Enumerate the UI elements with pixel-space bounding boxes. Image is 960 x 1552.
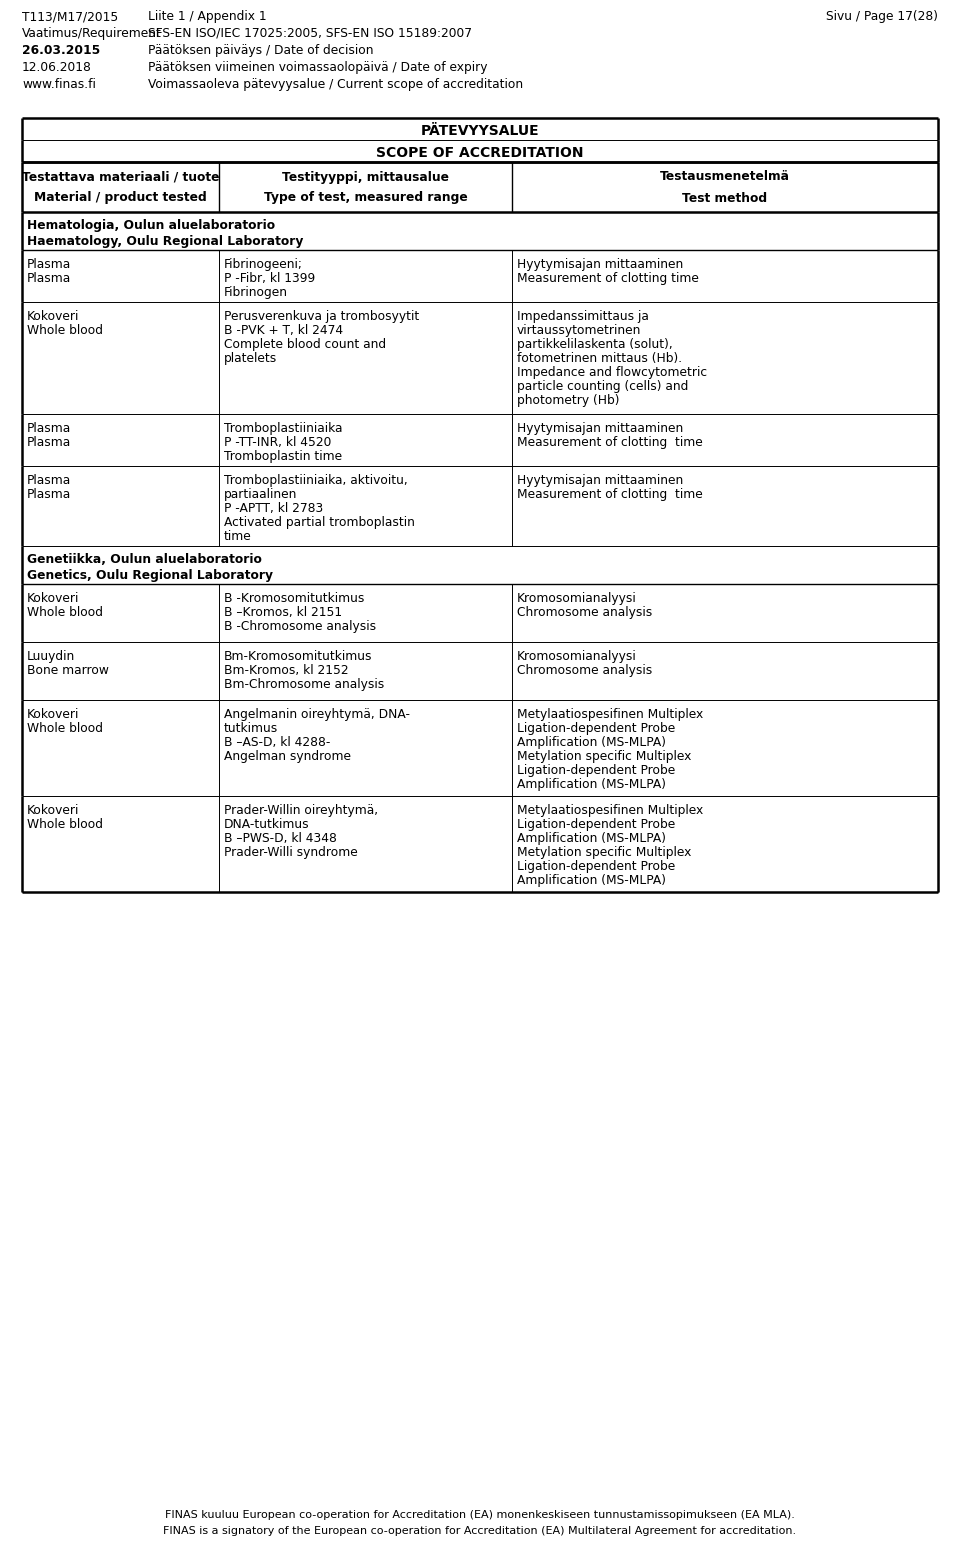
Text: P -APTT, kl 2783: P -APTT, kl 2783 <box>224 501 324 515</box>
Text: P -Fibr, kl 1399: P -Fibr, kl 1399 <box>224 272 315 286</box>
Text: Haematology, Oulu Regional Laboratory: Haematology, Oulu Regional Laboratory <box>27 234 303 248</box>
Text: Plasma: Plasma <box>27 436 71 449</box>
Text: Hyytymisajan mittaaminen: Hyytymisajan mittaaminen <box>517 473 684 487</box>
Text: Päätöksen viimeinen voimassaolopäivä / Date of expiry: Päätöksen viimeinen voimassaolopäivä / D… <box>148 61 488 74</box>
Text: B –PWS-D, kl 4348: B –PWS-D, kl 4348 <box>224 832 337 844</box>
Text: Tromboplastiiniaika, aktivoitu,: Tromboplastiiniaika, aktivoitu, <box>224 473 408 487</box>
Text: Measurement of clotting  time: Measurement of clotting time <box>517 436 703 449</box>
Text: Metylaatiospesifinen Multiplex: Metylaatiospesifinen Multiplex <box>517 804 704 816</box>
Text: Plasma: Plasma <box>27 258 71 272</box>
Text: Genetiikka, Oulun aluelaboratorio: Genetiikka, Oulun aluelaboratorio <box>27 553 262 566</box>
Text: Ligation-dependent Probe: Ligation-dependent Probe <box>517 860 675 872</box>
Text: Angelmanin oireyhtymä, DNA-: Angelmanin oireyhtymä, DNA- <box>224 708 410 722</box>
Text: Amplification (MS-MLPA): Amplification (MS-MLPA) <box>517 874 666 888</box>
Text: Kokoveri: Kokoveri <box>27 804 80 816</box>
Text: partiaalinen: partiaalinen <box>224 487 298 501</box>
Text: SFS-EN ISO/IEC 17025:2005, SFS-EN ISO 15189:2007: SFS-EN ISO/IEC 17025:2005, SFS-EN ISO 15… <box>148 26 472 40</box>
Text: tutkimus: tutkimus <box>224 722 278 736</box>
Text: B –AS-D, kl 4288-: B –AS-D, kl 4288- <box>224 736 330 750</box>
Text: B -PVK + T, kl 2474: B -PVK + T, kl 2474 <box>224 324 343 337</box>
Text: Whole blood: Whole blood <box>27 722 103 736</box>
Text: Metylation specific Multiplex: Metylation specific Multiplex <box>517 846 691 858</box>
Text: Type of test, measured range: Type of test, measured range <box>264 191 468 205</box>
Text: Kokoveri: Kokoveri <box>27 310 80 323</box>
Text: Bm-Kromosomitutkimus: Bm-Kromosomitutkimus <box>224 650 372 663</box>
Text: Chromosome analysis: Chromosome analysis <box>517 605 652 619</box>
Text: Material / product tested: Material / product tested <box>35 191 206 205</box>
Text: Plasma: Plasma <box>27 422 71 435</box>
Text: P -TT-INR, kl 4520: P -TT-INR, kl 4520 <box>224 436 331 449</box>
Text: Testityyppi, mittausalue: Testityyppi, mittausalue <box>282 171 449 183</box>
Text: Kokoveri: Kokoveri <box>27 708 80 722</box>
Text: Activated partial tromboplastin: Activated partial tromboplastin <box>224 515 415 529</box>
Text: Genetics, Oulu Regional Laboratory: Genetics, Oulu Regional Laboratory <box>27 570 273 582</box>
Text: Plasma: Plasma <box>27 272 71 286</box>
Text: Tromboplastiiniaika: Tromboplastiiniaika <box>224 422 343 435</box>
Text: Metylaatiospesifinen Multiplex: Metylaatiospesifinen Multiplex <box>517 708 704 722</box>
Text: Chromosome analysis: Chromosome analysis <box>517 664 652 677</box>
Text: Sivu / Page 17(28): Sivu / Page 17(28) <box>826 9 938 23</box>
Text: Kromosomianalyysi: Kromosomianalyysi <box>517 591 636 605</box>
Text: FINAS kuuluu European co-operation for Accreditation (EA) monenkeskiseen tunnust: FINAS kuuluu European co-operation for A… <box>165 1510 795 1519</box>
Text: Perusverenkuva ja trombosyytit: Perusverenkuva ja trombosyytit <box>224 310 420 323</box>
Text: B -Kromosomitutkimus: B -Kromosomitutkimus <box>224 591 364 605</box>
Text: Plasma: Plasma <box>27 487 71 501</box>
Text: Kokoveri: Kokoveri <box>27 591 80 605</box>
Text: Ligation-dependent Probe: Ligation-dependent Probe <box>517 722 675 736</box>
Text: 26.03.2015: 26.03.2015 <box>22 43 100 57</box>
Text: Angelman syndrome: Angelman syndrome <box>224 750 351 764</box>
Text: B -Chromosome analysis: B -Chromosome analysis <box>224 619 376 633</box>
Text: Test method: Test method <box>683 191 768 205</box>
Text: Voimassaoleva pätevyysalue / Current scope of accreditation: Voimassaoleva pätevyysalue / Current sco… <box>148 78 523 92</box>
Text: virtaussytometrinen: virtaussytometrinen <box>517 324 641 337</box>
Text: Testausmenetelmä: Testausmenetelmä <box>660 171 790 183</box>
Text: Ligation-dependent Probe: Ligation-dependent Probe <box>517 764 675 778</box>
Text: Testattava materiaali / tuote: Testattava materiaali / tuote <box>22 171 219 183</box>
Text: Kromosomianalyysi: Kromosomianalyysi <box>517 650 636 663</box>
Text: particle counting (cells) and: particle counting (cells) and <box>517 380 688 393</box>
Text: time: time <box>224 529 252 543</box>
Text: Whole blood: Whole blood <box>27 818 103 830</box>
Text: Metylation specific Multiplex: Metylation specific Multiplex <box>517 750 691 764</box>
Text: Fibrinogeeni;: Fibrinogeeni; <box>224 258 302 272</box>
Text: www.finas.fi: www.finas.fi <box>22 78 96 92</box>
Text: Amplification (MS-MLPA): Amplification (MS-MLPA) <box>517 832 666 844</box>
Text: Measurement of clotting time: Measurement of clotting time <box>517 272 699 286</box>
Text: Measurement of clotting  time: Measurement of clotting time <box>517 487 703 501</box>
Text: Tromboplastin time: Tromboplastin time <box>224 450 342 462</box>
Text: Amplification (MS-MLPA): Amplification (MS-MLPA) <box>517 778 666 792</box>
Text: Luuydin: Luuydin <box>27 650 75 663</box>
Text: PÄTEVYYSALUE: PÄTEVYYSALUE <box>420 124 540 138</box>
Text: DNA-tutkimus: DNA-tutkimus <box>224 818 309 830</box>
Text: Fibrinogen: Fibrinogen <box>224 286 288 300</box>
Text: 12.06.2018: 12.06.2018 <box>22 61 92 74</box>
Text: Whole blood: Whole blood <box>27 605 103 619</box>
Text: fotometrinen mittaus (Hb).: fotometrinen mittaus (Hb). <box>517 352 683 365</box>
Text: Hyytymisajan mittaaminen: Hyytymisajan mittaaminen <box>517 422 684 435</box>
Text: Impedance and flowcytometric: Impedance and flowcytometric <box>517 366 708 379</box>
Text: Complete blood count and: Complete blood count and <box>224 338 386 351</box>
Text: Ligation-dependent Probe: Ligation-dependent Probe <box>517 818 675 830</box>
Text: Prader-Willi syndrome: Prader-Willi syndrome <box>224 846 358 858</box>
Text: Hematologia, Oulun aluelaboratorio: Hematologia, Oulun aluelaboratorio <box>27 219 276 231</box>
Text: platelets: platelets <box>224 352 277 365</box>
Text: Bm-Kromos, kl 2152: Bm-Kromos, kl 2152 <box>224 664 348 677</box>
Text: Liite 1 / Appendix 1: Liite 1 / Appendix 1 <box>148 9 267 23</box>
Text: Hyytymisajan mittaaminen: Hyytymisajan mittaaminen <box>517 258 684 272</box>
Text: photometry (Hb): photometry (Hb) <box>517 394 619 407</box>
Text: B –Kromos, kl 2151: B –Kromos, kl 2151 <box>224 605 342 619</box>
Text: Bone marrow: Bone marrow <box>27 664 108 677</box>
Text: Päätöksen päiväys / Date of decision: Päätöksen päiväys / Date of decision <box>148 43 373 57</box>
Text: Bm-Chromosome analysis: Bm-Chromosome analysis <box>224 678 384 691</box>
Text: Impedanssimittaus ja: Impedanssimittaus ja <box>517 310 649 323</box>
Text: Whole blood: Whole blood <box>27 324 103 337</box>
Text: partikkelilaskenta (solut),: partikkelilaskenta (solut), <box>517 338 673 351</box>
Text: Vaatimus/Requirement: Vaatimus/Requirement <box>22 26 162 40</box>
Text: FINAS is a signatory of the European co-operation for Accreditation (EA) Multila: FINAS is a signatory of the European co-… <box>163 1526 797 1536</box>
Text: Amplification (MS-MLPA): Amplification (MS-MLPA) <box>517 736 666 750</box>
Text: T113/M17/2015: T113/M17/2015 <box>22 9 118 23</box>
Text: SCOPE OF ACCREDITATION: SCOPE OF ACCREDITATION <box>376 146 584 160</box>
Text: Prader-Willin oireyhtymä,: Prader-Willin oireyhtymä, <box>224 804 378 816</box>
Text: Plasma: Plasma <box>27 473 71 487</box>
